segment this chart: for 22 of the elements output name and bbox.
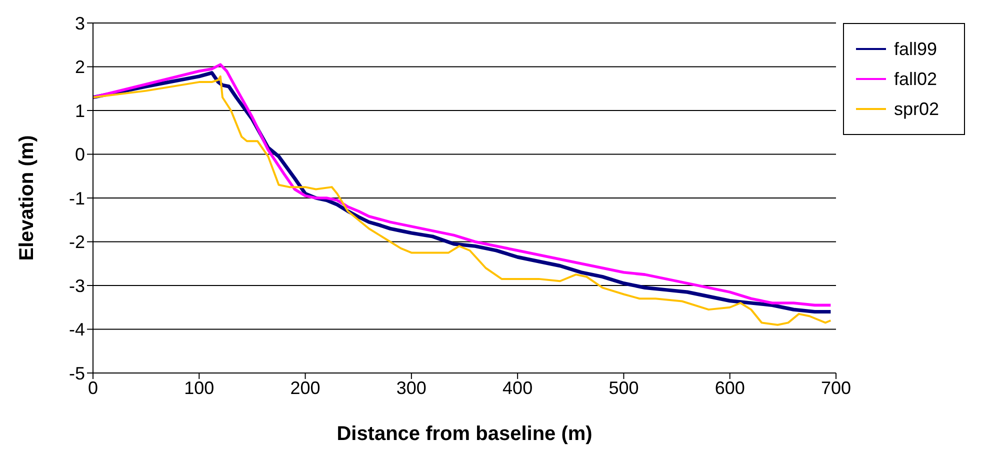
x-tick-label: 700	[820, 378, 852, 398]
y-tick-label: 1	[74, 100, 85, 121]
y-axis-title: Elevation (m)	[16, 135, 38, 261]
x-tick-label: 500	[608, 378, 639, 398]
y-tick-label: -2	[68, 232, 85, 252]
y-tick-label: -3	[68, 276, 85, 296]
legend-label: fall02	[894, 68, 938, 91]
x-tick-label: 600	[714, 378, 745, 398]
x-tick-label: 300	[396, 378, 426, 398]
legend-label: spr02	[894, 98, 940, 121]
x-axis-title: Distance from baseline (m)	[336, 423, 592, 445]
y-tick-label: 3	[74, 13, 85, 34]
y-tick-label: -5	[68, 363, 85, 384]
x-tick-label: 0	[88, 378, 98, 398]
legend-label: fall99	[894, 38, 938, 61]
y-tick-label: -4	[68, 320, 85, 340]
x-tick-label: 200	[290, 378, 320, 398]
y-tick-label: -1	[68, 188, 85, 208]
x-tick-label: 400	[502, 378, 533, 398]
y-tick-label: 0	[74, 144, 85, 165]
y-tick-label: 2	[74, 57, 85, 78]
x-tick-label: 100	[184, 378, 214, 398]
